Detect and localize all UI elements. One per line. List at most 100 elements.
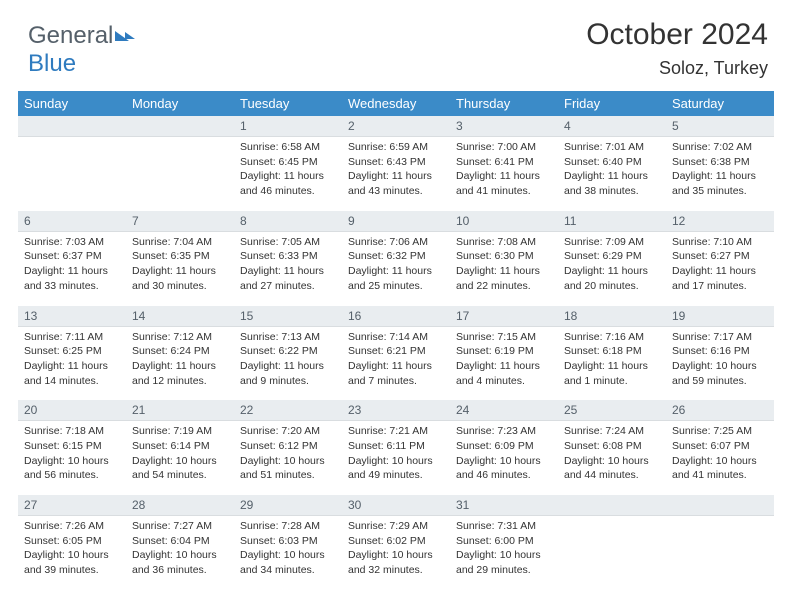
daylight-text: Daylight: 11 hours: [348, 359, 444, 374]
day-number-cell: 14: [126, 306, 234, 327]
day-number-cell: 3: [450, 116, 558, 137]
day-number-cell: [126, 116, 234, 137]
day-detail-cell: Sunrise: 7:20 AMSunset: 6:12 PMDaylight:…: [234, 421, 342, 495]
daylight-text: Daylight: 10 hours: [456, 548, 552, 563]
sunset-text: Sunset: 6:45 PM: [240, 155, 336, 170]
weekday-header-row: Sunday Monday Tuesday Wednesday Thursday…: [18, 91, 774, 116]
sunrise-text: Sunrise: 7:12 AM: [132, 330, 228, 345]
sunrise-text: Sunrise: 7:31 AM: [456, 519, 552, 534]
day-detail-cell: Sunrise: 7:14 AMSunset: 6:21 PMDaylight:…: [342, 326, 450, 400]
weekday-header: Thursday: [450, 91, 558, 116]
day-detail-cell: Sunrise: 7:12 AMSunset: 6:24 PMDaylight:…: [126, 326, 234, 400]
sunrise-text: Sunrise: 7:17 AM: [672, 330, 768, 345]
day-number-cell: 18: [558, 306, 666, 327]
day-number-row: 12345: [18, 116, 774, 137]
day-detail-row: Sunrise: 7:18 AMSunset: 6:15 PMDaylight:…: [18, 421, 774, 495]
daylight-text: and 35 minutes.: [672, 184, 768, 199]
day-detail-cell: Sunrise: 7:01 AMSunset: 6:40 PMDaylight:…: [558, 137, 666, 211]
sunset-text: Sunset: 6:27 PM: [672, 249, 768, 264]
daylight-text: Daylight: 11 hours: [672, 169, 768, 184]
sunset-text: Sunset: 6:12 PM: [240, 439, 336, 454]
sunrise-text: Sunrise: 7:06 AM: [348, 235, 444, 250]
day-detail-cell: Sunrise: 7:23 AMSunset: 6:09 PMDaylight:…: [450, 421, 558, 495]
day-number-cell: 20: [18, 400, 126, 421]
day-detail-cell: Sunrise: 7:11 AMSunset: 6:25 PMDaylight:…: [18, 326, 126, 400]
sunset-text: Sunset: 6:43 PM: [348, 155, 444, 170]
sunset-text: Sunset: 6:37 PM: [24, 249, 120, 264]
day-number-cell: 29: [234, 495, 342, 516]
daylight-text: Daylight: 11 hours: [348, 264, 444, 279]
sunrise-text: Sunrise: 7:15 AM: [456, 330, 552, 345]
sunrise-text: Sunrise: 6:58 AM: [240, 140, 336, 155]
calendar-table: Sunday Monday Tuesday Wednesday Thursday…: [18, 91, 774, 590]
sunrise-text: Sunrise: 7:16 AM: [564, 330, 660, 345]
sunset-text: Sunset: 6:32 PM: [348, 249, 444, 264]
daylight-text: and 34 minutes.: [240, 563, 336, 578]
brand-part1: General: [28, 22, 113, 49]
sunset-text: Sunset: 6:35 PM: [132, 249, 228, 264]
sunrise-text: Sunrise: 7:03 AM: [24, 235, 120, 250]
daylight-text: Daylight: 11 hours: [456, 169, 552, 184]
day-detail-cell: Sunrise: 6:58 AMSunset: 6:45 PMDaylight:…: [234, 137, 342, 211]
day-number-cell: 25: [558, 400, 666, 421]
daylight-text: and 51 minutes.: [240, 468, 336, 483]
sunset-text: Sunset: 6:21 PM: [348, 344, 444, 359]
day-number-cell: 30: [342, 495, 450, 516]
day-number-cell: [18, 116, 126, 137]
sunset-text: Sunset: 6:05 PM: [24, 534, 120, 549]
day-number-cell: 19: [666, 306, 774, 327]
daylight-text: and 56 minutes.: [24, 468, 120, 483]
daylight-text: and 41 minutes.: [672, 468, 768, 483]
daylight-text: and 9 minutes.: [240, 374, 336, 389]
sunset-text: Sunset: 6:38 PM: [672, 155, 768, 170]
daylight-text: and 44 minutes.: [564, 468, 660, 483]
daylight-text: Daylight: 10 hours: [348, 454, 444, 469]
daylight-text: Daylight: 11 hours: [240, 264, 336, 279]
sunset-text: Sunset: 6:25 PM: [24, 344, 120, 359]
sunset-text: Sunset: 6:19 PM: [456, 344, 552, 359]
daylight-text: and 54 minutes.: [132, 468, 228, 483]
daylight-text: and 49 minutes.: [348, 468, 444, 483]
daylight-text: Daylight: 10 hours: [672, 454, 768, 469]
sunset-text: Sunset: 6:09 PM: [456, 439, 552, 454]
daylight-text: Daylight: 10 hours: [24, 454, 120, 469]
day-number-cell: 6: [18, 211, 126, 232]
day-detail-cell: [666, 516, 774, 590]
day-detail-row: Sunrise: 7:11 AMSunset: 6:25 PMDaylight:…: [18, 326, 774, 400]
weekday-header: Tuesday: [234, 91, 342, 116]
sunset-text: Sunset: 6:00 PM: [456, 534, 552, 549]
day-detail-row: Sunrise: 7:26 AMSunset: 6:05 PMDaylight:…: [18, 516, 774, 590]
sunrise-text: Sunrise: 7:20 AM: [240, 424, 336, 439]
day-number-cell: 7: [126, 211, 234, 232]
day-number-row: 20212223242526: [18, 400, 774, 421]
daylight-text: Daylight: 10 hours: [564, 454, 660, 469]
day-number-cell: 28: [126, 495, 234, 516]
sunrise-text: Sunrise: 7:05 AM: [240, 235, 336, 250]
day-detail-cell: Sunrise: 7:02 AMSunset: 6:38 PMDaylight:…: [666, 137, 774, 211]
sunrise-text: Sunrise: 7:24 AM: [564, 424, 660, 439]
sunrise-text: Sunrise: 7:04 AM: [132, 235, 228, 250]
daylight-text: Daylight: 10 hours: [240, 454, 336, 469]
daylight-text: and 1 minute.: [564, 374, 660, 389]
daylight-text: Daylight: 10 hours: [456, 454, 552, 469]
sunset-text: Sunset: 6:24 PM: [132, 344, 228, 359]
daylight-text: Daylight: 11 hours: [132, 264, 228, 279]
daylight-text: and 38 minutes.: [564, 184, 660, 199]
sunrise-text: Sunrise: 7:19 AM: [132, 424, 228, 439]
daylight-text: and 25 minutes.: [348, 279, 444, 294]
daylight-text: Daylight: 10 hours: [672, 359, 768, 374]
sunrise-text: Sunrise: 7:27 AM: [132, 519, 228, 534]
daylight-text: and 17 minutes.: [672, 279, 768, 294]
sunrise-text: Sunrise: 7:28 AM: [240, 519, 336, 534]
sunset-text: Sunset: 6:03 PM: [240, 534, 336, 549]
sunset-text: Sunset: 6:29 PM: [564, 249, 660, 264]
daylight-text: and 36 minutes.: [132, 563, 228, 578]
sunrise-text: Sunrise: 7:10 AM: [672, 235, 768, 250]
daylight-text: Daylight: 11 hours: [24, 264, 120, 279]
day-detail-cell: Sunrise: 7:26 AMSunset: 6:05 PMDaylight:…: [18, 516, 126, 590]
day-number-cell: 12: [666, 211, 774, 232]
sunrise-text: Sunrise: 7:29 AM: [348, 519, 444, 534]
day-detail-cell: Sunrise: 7:27 AMSunset: 6:04 PMDaylight:…: [126, 516, 234, 590]
day-number-cell: 13: [18, 306, 126, 327]
sunset-text: Sunset: 6:15 PM: [24, 439, 120, 454]
